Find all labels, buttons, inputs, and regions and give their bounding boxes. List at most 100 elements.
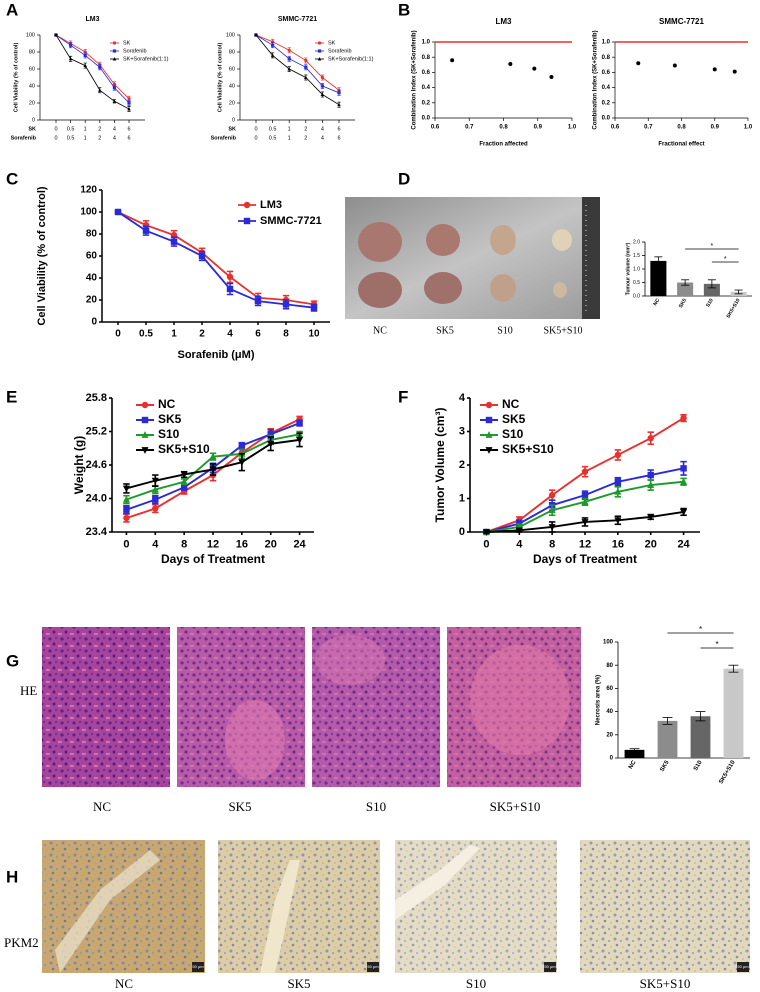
point xyxy=(672,63,677,68)
ihc-row xyxy=(42,840,750,973)
x-tick-label: 4 xyxy=(516,539,523,551)
y-tick-label: 100 xyxy=(26,32,35,38)
y-tick-label: 20 xyxy=(86,295,98,306)
ihc-texture xyxy=(395,840,557,973)
tumor xyxy=(426,224,460,256)
x-tick-label: 2 xyxy=(199,329,205,340)
significance-mark: * xyxy=(699,625,702,634)
y-axis-label: Necrosis area (%) xyxy=(596,675,602,725)
marker xyxy=(282,301,290,308)
x-tick-label: 16 xyxy=(612,539,624,551)
marker xyxy=(304,75,308,79)
scale-bar-box xyxy=(737,962,749,972)
y-axis-label: Combination Index (SK+Sorafenib) xyxy=(412,30,418,129)
marker xyxy=(267,440,275,448)
x-tick-label: 4 xyxy=(113,135,116,141)
legend-marker xyxy=(485,401,493,409)
x-tick-label: 1 xyxy=(84,126,87,132)
x-tick-label: S10 xyxy=(693,759,704,772)
group-label: NC xyxy=(373,325,387,336)
series-line xyxy=(55,34,130,104)
y-tick-label: 100 xyxy=(80,207,97,218)
scale-bar-label: 50 μm xyxy=(737,964,749,969)
x-axis-label: Fraction affected xyxy=(479,142,528,148)
legend-label: SK xyxy=(123,40,131,46)
marker xyxy=(287,67,291,71)
tumor xyxy=(490,225,516,255)
legend-marker xyxy=(317,41,322,45)
x-tick-label: 8 xyxy=(181,539,187,551)
marker xyxy=(127,101,131,105)
marker xyxy=(98,88,102,92)
marker xyxy=(68,56,73,61)
y-tick-label: 0.4 xyxy=(422,85,431,91)
scale-bar-label: 50 μm xyxy=(192,964,204,969)
x-tick-label: 2 xyxy=(304,126,307,132)
tumor-photo xyxy=(345,197,600,319)
y-tick-label: 1.5 xyxy=(633,253,640,259)
marker xyxy=(152,505,159,512)
y-tick-label: 0.6 xyxy=(422,70,431,76)
marker xyxy=(83,53,87,57)
legend-label: SK xyxy=(328,40,336,46)
marker xyxy=(54,33,58,37)
marker xyxy=(296,419,303,427)
marker xyxy=(548,524,556,531)
marker xyxy=(614,487,622,495)
y-tick-label: 23.4 xyxy=(86,526,108,538)
series-line xyxy=(117,211,315,306)
marker xyxy=(581,468,589,475)
x-tick-label: 0.5 xyxy=(67,135,75,141)
x-tick-label: 24 xyxy=(677,539,690,551)
scale-bar-box xyxy=(544,962,556,972)
marker xyxy=(310,304,318,311)
legend-label: SK+Sorafenib(1:1) xyxy=(328,56,374,62)
x-tick-label: 8 xyxy=(549,539,555,551)
bar xyxy=(690,716,711,758)
x-tick-label: 6 xyxy=(337,126,340,132)
x-tick-label: 0.7 xyxy=(644,124,653,130)
x-tick-label: 6 xyxy=(127,135,130,141)
x-row-name: Sorafenib xyxy=(211,135,237,141)
y-tick-label: 1.0 xyxy=(602,40,611,46)
x-tick-label: 0 xyxy=(254,126,257,132)
legend-marker xyxy=(112,49,117,53)
marker xyxy=(122,485,130,493)
legend-label: Sorafenib xyxy=(328,48,352,54)
x-tick-label: S10 xyxy=(705,297,715,308)
y-tick-label: 40 xyxy=(29,83,35,89)
marker xyxy=(151,485,159,493)
marker xyxy=(548,506,556,514)
marker xyxy=(680,465,687,472)
y-tick-label: 1.0 xyxy=(422,40,431,46)
series-line xyxy=(255,34,340,106)
group-label: S10 xyxy=(497,325,513,336)
marker xyxy=(515,527,523,535)
marker xyxy=(122,495,130,503)
y-tick-label: 0.8 xyxy=(602,55,611,61)
group-label: SK5 xyxy=(436,325,454,336)
caption: SK5 xyxy=(228,799,251,814)
x-tick-label: 16 xyxy=(236,539,248,551)
x-tick-label: 0 xyxy=(254,135,257,141)
tumor xyxy=(553,282,567,298)
panel-label: E xyxy=(6,387,17,406)
x-row-name: SK xyxy=(228,126,236,132)
legend-marker xyxy=(243,217,251,225)
y-tick-label: 40 xyxy=(86,273,98,284)
marker xyxy=(151,477,159,485)
x-tick-label: 1 xyxy=(288,135,291,141)
legend-label: SMMC-7721 xyxy=(260,215,322,227)
legend-label: SK5+S10 xyxy=(502,442,554,456)
x-tick-label: 24 xyxy=(293,539,306,551)
y-tick-label: 2.0 xyxy=(633,239,640,245)
y-tick-label: 0 xyxy=(232,117,235,123)
x-tick-label: 0 xyxy=(123,539,129,551)
marker xyxy=(180,471,188,479)
significance-mark: * xyxy=(724,256,727,263)
x-tick-label: 6 xyxy=(337,135,340,141)
y-tick-label: 0 xyxy=(32,117,35,123)
marker xyxy=(209,452,217,460)
y-tick-label: 0.0 xyxy=(422,116,431,122)
legend-label: Sorafenib xyxy=(123,48,147,54)
